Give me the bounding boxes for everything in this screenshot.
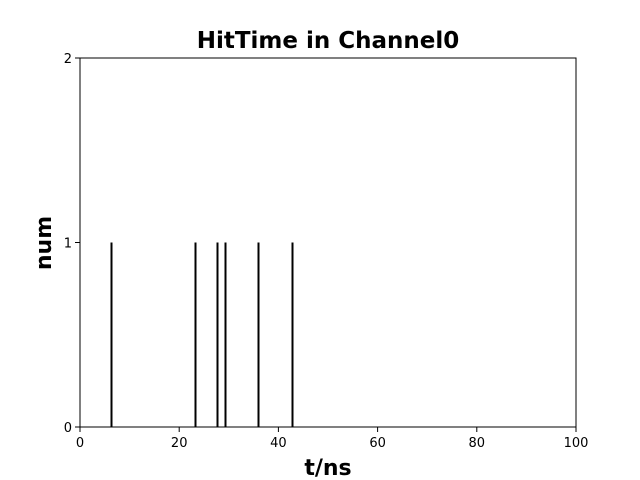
x-tick-label-4: 80 (469, 436, 486, 451)
x-tick-label-1: 20 (171, 436, 188, 451)
plot-frame (79, 57, 577, 428)
x-axis-ticks: 0 20 40 60 80 100 (76, 427, 589, 451)
y-tick-label-2: 2 (64, 52, 72, 67)
y-axis-ticks: 0 1 2 (64, 52, 80, 436)
x-tick-label-2: 40 (270, 436, 287, 451)
x-tick-label-5: 100 (564, 436, 589, 451)
x-axis-label: t/ns (304, 456, 351, 480)
y-tick-label-0: 0 (64, 421, 72, 436)
x-tick-label-3: 60 (369, 436, 386, 451)
y-tick-label-1: 1 (64, 237, 72, 252)
x-tick-label-0: 0 (76, 436, 84, 451)
bars-group (110, 242, 294, 427)
chart-title: HitTime in Channel0 (197, 28, 460, 54)
y-axis-label: num (32, 216, 57, 270)
